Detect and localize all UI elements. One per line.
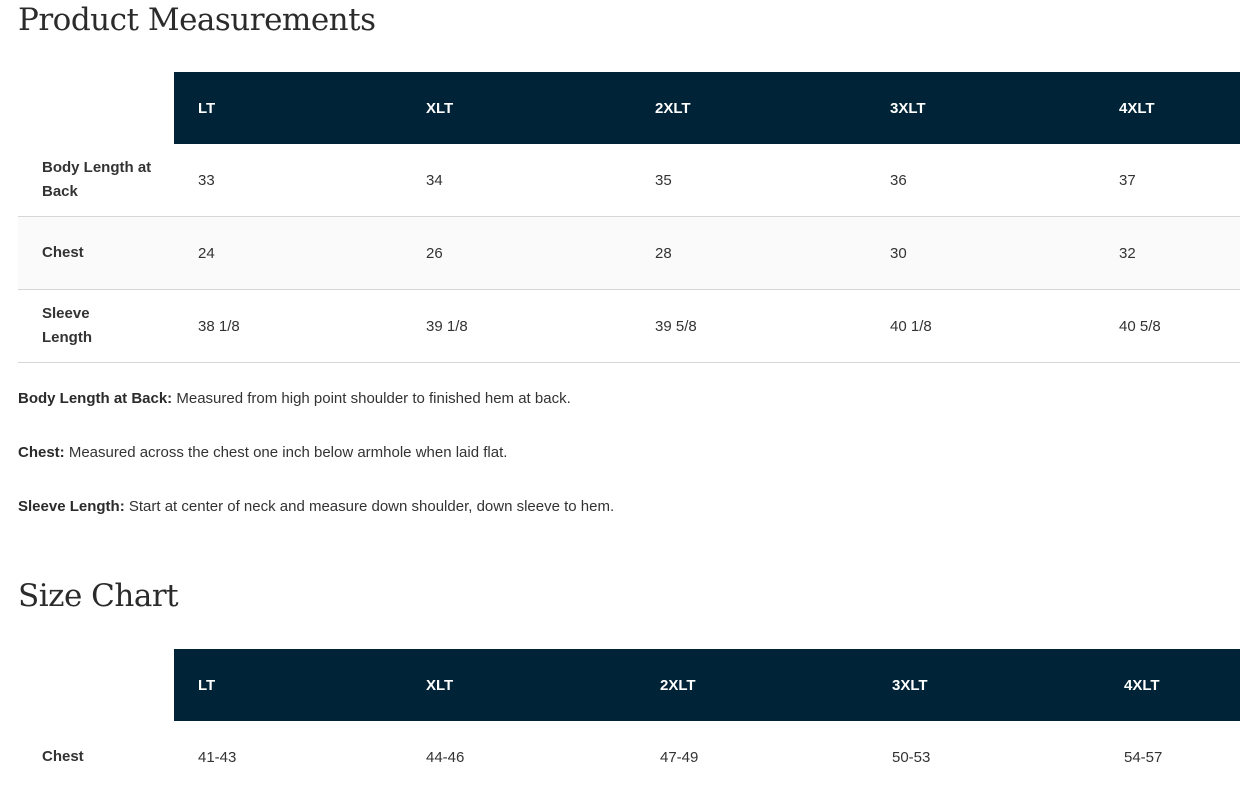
- table-cell: 50-53: [892, 748, 931, 766]
- table-row: Chest 24 26 28 30 32: [18, 216, 1240, 290]
- table-cell: 33: [174, 144, 402, 217]
- column-header: XLT: [402, 72, 631, 144]
- table-cell: 39 1/8: [402, 289, 631, 363]
- column-header: 3XLT: [868, 649, 1100, 721]
- note-sleeve-length: Sleeve Length: Start at center of neck a…: [18, 498, 614, 515]
- table-cell: 40 5/8: [1095, 289, 1240, 363]
- table-cell: 32: [1095, 216, 1240, 290]
- column-header: XLT: [402, 649, 636, 721]
- column-header: LT: [174, 72, 402, 144]
- size-chart-table: LT XLT 2XLT 3XLT 4XLT Chest 41-43 44-46 …: [18, 649, 1240, 793]
- table-cell: 40 1/8: [866, 289, 1095, 363]
- table-cell: 36: [866, 144, 1095, 217]
- table-row: Chest 41-43 44-46 47-49 50-53 54-57: [18, 721, 1240, 793]
- row-label: Chest: [18, 216, 174, 290]
- table-cell: 39 5/8: [631, 289, 866, 363]
- note-term: Sleeve Length:: [18, 498, 125, 515]
- header-blank: [18, 72, 174, 144]
- column-header: LT: [174, 649, 402, 721]
- table-row: Sleeve Length 38 1/8 39 1/8 39 5/8 40 1/…: [18, 289, 1240, 363]
- table-cell: 35: [631, 144, 866, 217]
- note-term: Chest:: [18, 444, 65, 461]
- table-cell: 54-57: [1124, 748, 1163, 766]
- column-header: 2XLT: [636, 649, 868, 721]
- column-header: 4XLT: [1100, 649, 1240, 721]
- table-cell: 30: [866, 216, 1095, 290]
- table-cell: 37: [1095, 144, 1240, 217]
- note-text: Measured across the chest one inch below…: [64, 444, 508, 461]
- table-row: Body Length at Back 33 34 35 36 37: [18, 144, 1240, 217]
- note-text: Start at center of neck and measure down…: [124, 498, 615, 515]
- column-header: 2XLT: [631, 72, 866, 144]
- note-body-length: Body Length at Back: Measured from high …: [18, 390, 571, 407]
- table-cell: 28: [631, 216, 866, 290]
- table-header-row: LT XLT 2XLT 3XLT 4XLT: [18, 649, 1240, 721]
- column-header: 3XLT: [866, 72, 1095, 144]
- table-cell: 26: [402, 216, 631, 290]
- note-text: Measured from high point shoulder to fin…: [172, 390, 571, 407]
- table-cell: 24: [174, 216, 402, 290]
- table-cell: 47-49: [660, 748, 699, 766]
- measurements-table: LT XLT 2XLT 3XLT 4XLT Body Length at Bac…: [18, 72, 1240, 363]
- table-cell: 44-46: [426, 748, 465, 766]
- row-label: Body Length at Back: [18, 144, 174, 217]
- table-cell: 38 1/8: [174, 289, 402, 363]
- size-chart-title: Size Chart: [18, 578, 179, 614]
- row-label: Sleeve Length: [18, 289, 174, 363]
- header-blank: [18, 649, 174, 721]
- table-header-row: LT XLT 2XLT 3XLT 4XLT: [18, 72, 1240, 144]
- row-label: Chest: [42, 748, 84, 765]
- table-cell: 41-43: [198, 748, 237, 766]
- note-term: Body Length at Back:: [18, 390, 173, 407]
- column-header: 4XLT: [1095, 72, 1240, 144]
- table-cell: 34: [402, 144, 631, 217]
- note-chest: Chest: Measured across the chest one inc…: [18, 444, 507, 461]
- product-measurements-title: Product Measurements: [18, 2, 376, 38]
